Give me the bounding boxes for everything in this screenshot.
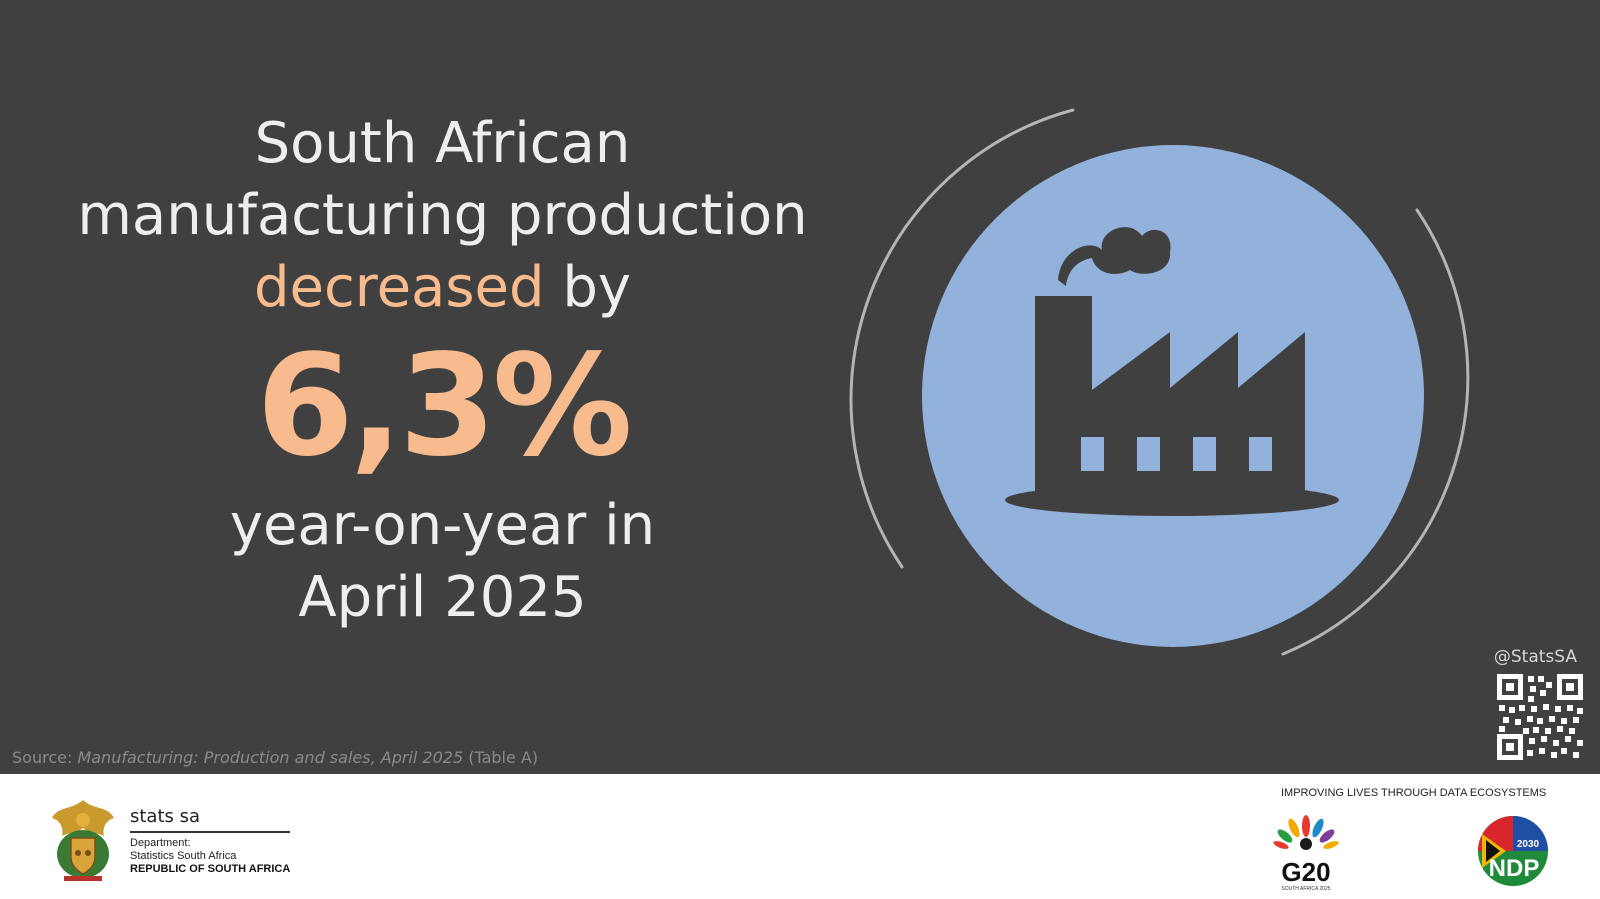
change-value: 6,3% — [256, 325, 632, 488]
source-note: Source: Manufacturing: Production and sa… — [12, 748, 539, 767]
headline-line-1: South African — [254, 111, 631, 176]
qr-code[interactable] — [1497, 674, 1583, 760]
department-label: Department: — [130, 837, 191, 849]
factory-windows — [1081, 437, 1272, 471]
social-handle[interactable]: @StatsSA — [1493, 647, 1577, 667]
country-name: REPUBLIC OF SOUTH AFRICA — [130, 863, 291, 875]
brand-divider — [130, 831, 290, 833]
decrease-highlight: decreased — [253, 255, 545, 320]
headline-line-3: decreased by — [40, 252, 845, 324]
factory-illustration — [849, 108, 1470, 656]
g20-flower-icon — [1273, 815, 1339, 850]
ndp-logo: 2030 NDP — [1478, 816, 1548, 886]
source-publication: Manufacturing: Production and sales, Apr… — [77, 748, 464, 767]
headline-line-5: April 2025 — [298, 565, 587, 630]
g20-label: G20 — [1281, 857, 1330, 887]
ndp-label: NDP — [1489, 855, 1540, 882]
headline: South African manufacturing production d… — [40, 108, 845, 634]
g20-sublabel: SOUTH AFRICA 2025 — [1281, 886, 1330, 892]
department-name: Statistics South Africa — [130, 850, 237, 862]
g20-logo: G20 SOUTH AFRICA 2025 — [1273, 815, 1339, 892]
brand-name: stats sa — [130, 806, 201, 827]
main-panel: South African manufacturing production d… — [0, 0, 1600, 774]
headline-line-4: year-on-year in — [229, 493, 656, 558]
headline-by: by — [544, 255, 632, 320]
ndp-year: 2030 — [1517, 839, 1540, 850]
ring-arc-left — [849, 108, 1075, 569]
tagline: IMPROVING LIVES THROUGH DATA ECOSYSTEMS — [1281, 787, 1547, 799]
coat-of-arms-logo — [52, 800, 114, 881]
headline-line-2: manufacturing production — [77, 183, 808, 248]
ring-arc-right — [1281, 208, 1470, 656]
footer-bar: stats sa Department: Statistics South Af… — [0, 774, 1600, 899]
